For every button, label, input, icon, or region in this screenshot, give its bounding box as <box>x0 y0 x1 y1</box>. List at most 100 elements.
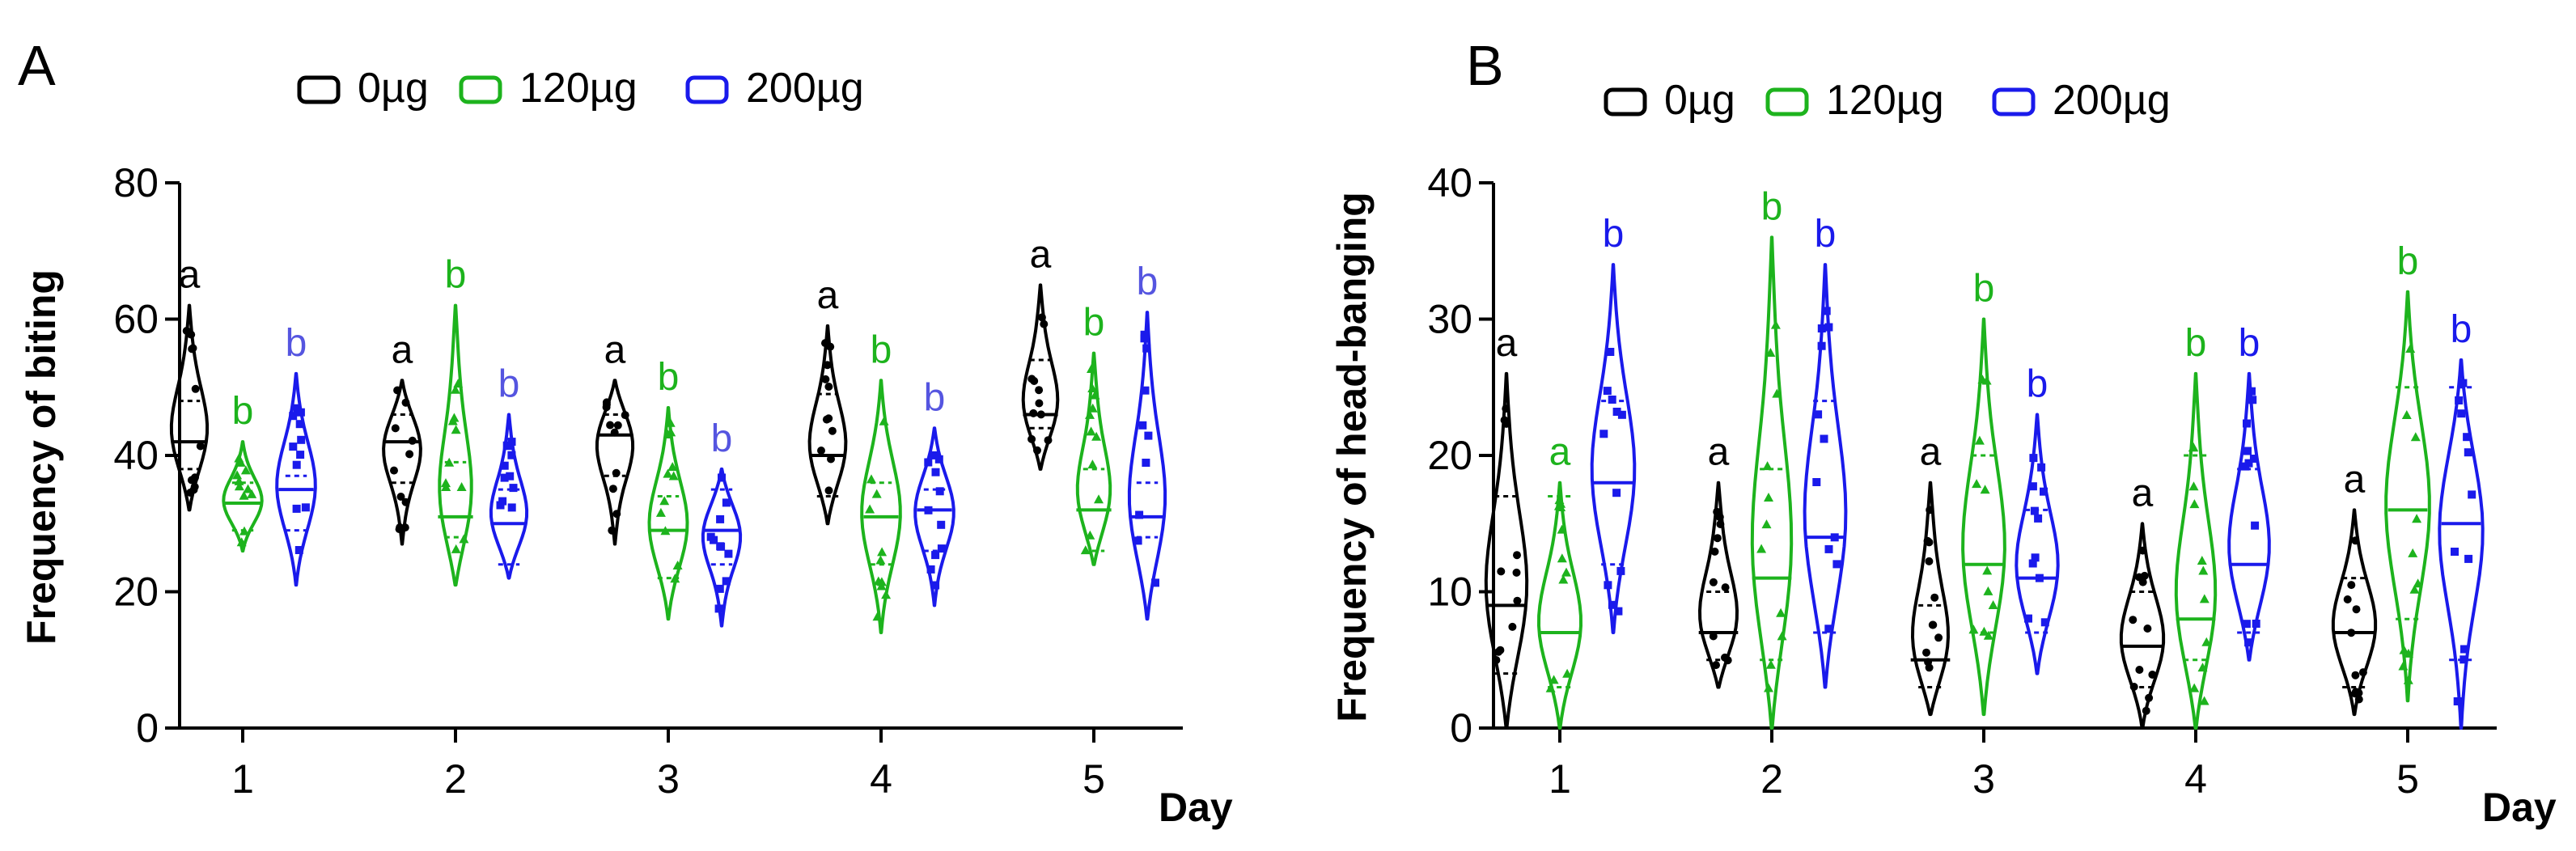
y-axis-title-a: Frequency of biting <box>19 269 64 645</box>
x-tick-label: 5 <box>1083 756 1105 802</box>
violin <box>913 426 955 608</box>
data-point <box>2451 548 2459 556</box>
data-point <box>715 584 724 593</box>
y-tick-label: 30 <box>1427 297 1472 342</box>
data-point <box>2455 396 2464 404</box>
significance-letter: a <box>1496 322 1518 365</box>
data-point <box>236 537 247 547</box>
data-point <box>718 473 726 482</box>
data-point <box>1764 493 1773 502</box>
data-point <box>2412 514 2422 523</box>
significance-letter: b <box>2185 322 2207 365</box>
data-point <box>1557 553 1567 563</box>
data-point <box>297 435 306 444</box>
significance-letter: a <box>1920 431 1942 474</box>
x-tick-label: 4 <box>870 756 892 802</box>
significance-letter: a <box>604 328 626 371</box>
data-point <box>395 525 404 534</box>
data-point <box>1924 658 1933 667</box>
data-point <box>1497 567 1506 576</box>
data-point <box>401 398 410 407</box>
legend-label: 120µg <box>1826 77 1944 124</box>
data-point <box>1925 538 1934 547</box>
data-point <box>2143 624 2152 633</box>
data-point <box>2037 463 2046 472</box>
data-point <box>935 487 944 496</box>
data-point <box>1141 386 1150 395</box>
data-point <box>1761 519 1772 529</box>
significance-letter: a <box>817 274 839 317</box>
data-point <box>824 486 833 495</box>
significance-letter: b <box>1761 185 1783 228</box>
data-point <box>1926 506 1934 514</box>
significance-letter: b <box>2239 322 2260 365</box>
data-point <box>1606 348 1615 356</box>
violin <box>1698 481 1739 689</box>
data-point <box>1770 320 1781 329</box>
data-point <box>1090 390 1100 400</box>
data-point <box>1820 434 1828 443</box>
data-point <box>2354 695 2363 704</box>
x-tick-label: 3 <box>657 756 680 802</box>
significance-letter: b <box>924 376 946 419</box>
data-point <box>1824 544 1833 553</box>
data-point <box>196 442 205 451</box>
data-point <box>931 551 940 560</box>
data-point <box>937 520 946 529</box>
data-point <box>706 532 715 541</box>
data-point <box>670 574 680 583</box>
data-point <box>828 426 837 435</box>
data-point <box>608 485 617 493</box>
legend-label: 0µg <box>1664 77 1735 124</box>
data-point <box>1557 524 1567 534</box>
violin <box>1911 481 1950 717</box>
data-point <box>1496 646 1505 654</box>
data-point <box>451 425 461 434</box>
violin <box>1021 283 1060 471</box>
significance-letter: a <box>1549 431 1571 474</box>
data-point <box>2189 683 2200 692</box>
data-point <box>1091 431 1102 441</box>
data-point <box>1562 668 1573 678</box>
data-point <box>1721 583 1730 592</box>
data-point <box>924 458 933 467</box>
data-point <box>2358 668 2367 677</box>
data-point <box>716 514 725 523</box>
data-point <box>823 361 832 370</box>
violin <box>2331 508 2378 717</box>
data-point <box>234 481 244 491</box>
x-tick-label: 2 <box>1760 756 1783 802</box>
data-point <box>2241 462 2250 471</box>
x-tick-label: 1 <box>231 756 254 802</box>
data-point <box>866 474 876 484</box>
data-point <box>186 489 195 497</box>
data-point <box>924 506 933 514</box>
data-point <box>1616 566 1625 575</box>
data-point <box>1087 403 1098 413</box>
violin <box>701 467 743 628</box>
data-point <box>502 441 511 450</box>
data-point <box>926 565 935 574</box>
data-point <box>2148 671 2157 679</box>
data-point <box>449 413 460 422</box>
data-point <box>239 490 249 500</box>
data-point <box>1612 408 1621 416</box>
data-point <box>393 386 402 395</box>
violin <box>169 303 210 512</box>
significance-letter: b <box>1973 268 1995 311</box>
data-point <box>1968 624 1979 634</box>
data-point <box>390 466 398 475</box>
data-point <box>243 484 253 493</box>
violin <box>595 379 635 546</box>
data-point <box>2405 344 2416 353</box>
significance-letter: b <box>1083 302 1105 345</box>
data-point <box>937 544 946 553</box>
data-point <box>1545 683 1556 692</box>
data-point <box>289 442 298 451</box>
violin <box>2227 371 2271 662</box>
violin <box>2119 522 2166 730</box>
data-point <box>871 489 882 498</box>
y-tick-label: 10 <box>1427 569 1472 615</box>
y-tick-label: 40 <box>1427 160 1472 205</box>
data-point <box>722 498 731 507</box>
